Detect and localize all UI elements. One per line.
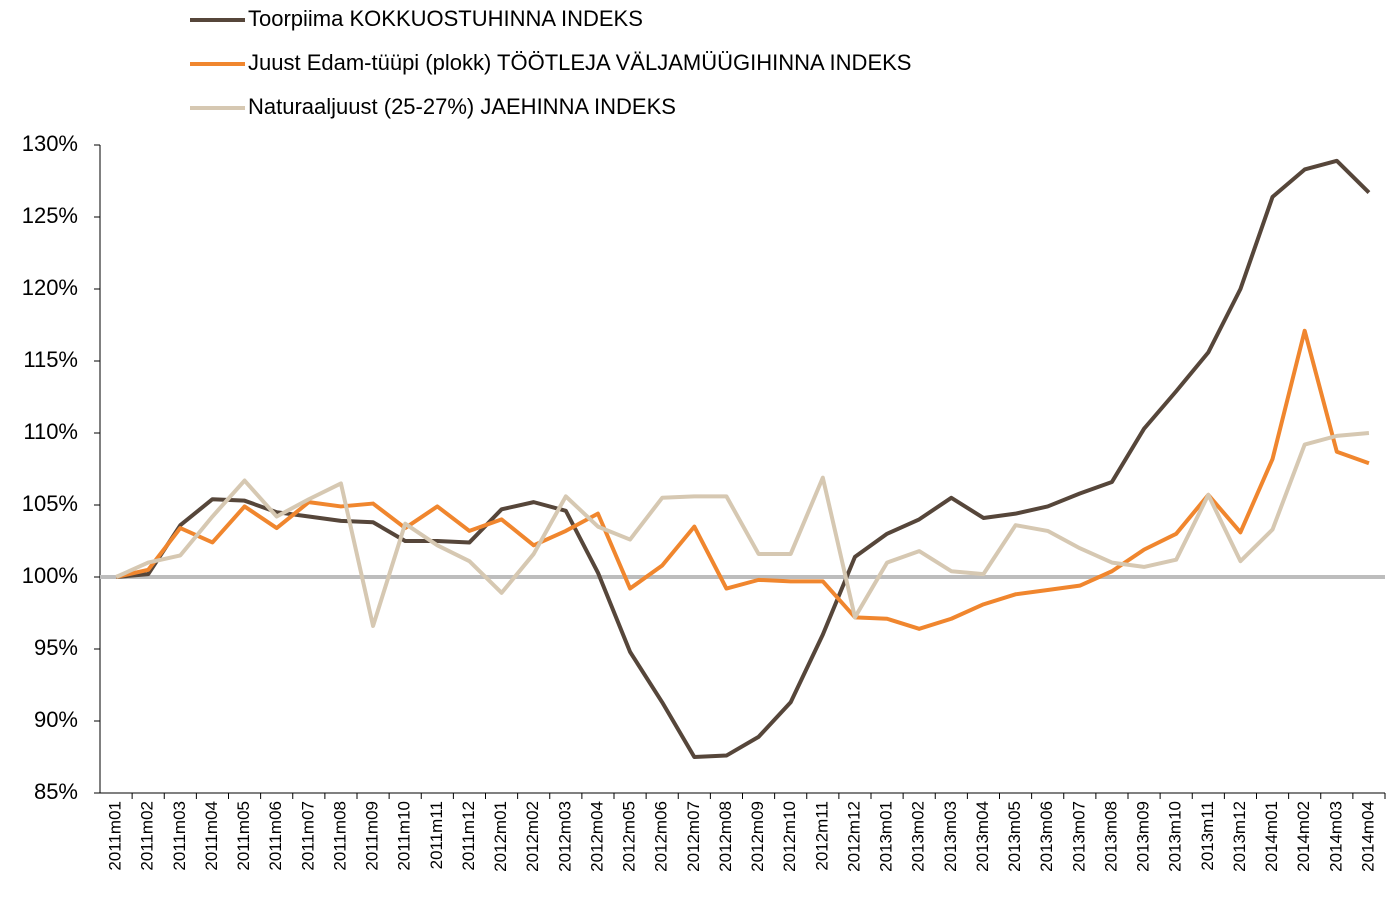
line-series — [115, 158, 1371, 759]
x-tick-label: 2011m05 — [234, 801, 253, 871]
x-tick-label: 2012m07 — [684, 801, 703, 872]
x-tick-label: 2014m03 — [1326, 801, 1345, 872]
x-tick-label: 2013m09 — [1134, 801, 1153, 872]
x-tick-label: 2013m08 — [1101, 801, 1120, 872]
x-tick-label: 2013m02 — [909, 801, 928, 872]
x-tick-label: 2013m10 — [1166, 801, 1185, 872]
x-tick-label: 2013m04 — [973, 801, 992, 872]
x-tick-label: 2013m06 — [1037, 801, 1056, 872]
legend-label: Toorpiima KOKKUOSTUHINNA INDEKS — [248, 6, 643, 31]
x-tick-label: 2012m01 — [491, 801, 510, 872]
x-tick-label: 2012m10 — [780, 801, 799, 872]
x-tick-label: 2013m05 — [1005, 801, 1024, 872]
x-tick-label: 2011m01 — [106, 801, 125, 871]
x-tick-label: 2014m04 — [1358, 801, 1377, 872]
x-tick-label: 2011m02 — [138, 801, 157, 871]
x-tick-label: 2013m01 — [877, 801, 896, 872]
y-tick-label: 105% — [22, 491, 78, 516]
x-tick-label: 2012m11 — [812, 801, 831, 871]
x-tick-label: 2011m09 — [363, 801, 382, 871]
y-tick-label: 100% — [22, 563, 78, 588]
x-tick-label: 2012m08 — [716, 801, 735, 872]
legend-label: Naturaaljuust (25-27%) JAEHINNA INDEKS — [248, 94, 676, 119]
x-tick-label: 2014m02 — [1294, 801, 1313, 872]
y-tick-label: 125% — [22, 203, 78, 228]
x-tick-label: 2013m12 — [1230, 801, 1249, 872]
x-tick-label: 2011m08 — [330, 801, 349, 871]
x-tick-label: 2013m03 — [941, 801, 960, 872]
x-tick-label: 2011m06 — [266, 801, 285, 871]
y-tick-label: 95% — [34, 635, 78, 660]
x-tick-label: 2012m04 — [587, 801, 606, 872]
y-tick-label: 110% — [23, 419, 78, 444]
line-series — [115, 328, 1370, 631]
x-tick-label: 2011m12 — [459, 801, 478, 871]
x-tick-label: 2013m07 — [1069, 801, 1088, 872]
line-series — [115, 431, 1370, 628]
y-tick-label: 90% — [34, 707, 78, 732]
x-tick-label: 2014m01 — [1262, 801, 1281, 872]
y-tick-label: 115% — [23, 347, 78, 372]
x-tick-label: 2011m07 — [298, 801, 317, 871]
y-tick-label: 85% — [34, 779, 78, 804]
x-tick-label: 2013m11 — [1198, 801, 1217, 871]
x-tick-label: 2011m03 — [170, 801, 189, 871]
x-tick-label: 2012m06 — [652, 801, 671, 872]
x-tick-label: 2012m09 — [748, 801, 767, 872]
x-tick-label: 2011m04 — [202, 801, 221, 871]
y-tick-label: 120% — [22, 275, 78, 300]
x-tick-label: 2012m02 — [523, 801, 542, 872]
x-tick-label: 2012m12 — [844, 801, 863, 872]
x-tick-label: 2011m11 — [427, 801, 446, 869]
x-tick-label: 2011m10 — [395, 801, 414, 871]
x-tick-label: 2012m03 — [555, 801, 574, 872]
y-tick-label: 130% — [22, 131, 78, 156]
legend-label: Juust Edam-tüüpi (plokk) TÖÖTLEJA VÄLJAM… — [248, 50, 911, 75]
x-tick-label: 2012m05 — [620, 801, 639, 872]
